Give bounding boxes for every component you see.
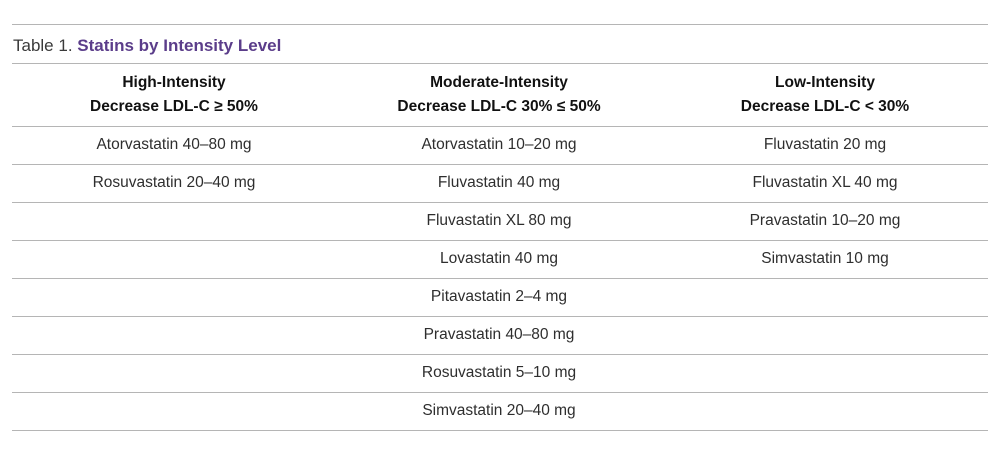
table-cell: Pitavastatin 2–4 mg: [336, 278, 662, 317]
statin-table-container: Table 1. Statins by Intensity Level High…: [12, 24, 988, 431]
table-cell: [12, 240, 336, 279]
table-cell: [662, 278, 988, 317]
column-criterion: Decrease LDL-C < 30%: [740, 97, 910, 115]
table-cell: Rosuvastatin 5–10 mg: [336, 354, 662, 393]
table-row: Simvastatin 20–40 mg: [12, 392, 988, 431]
table-row: Rosuvastatin 5–10 mg: [12, 354, 988, 393]
table-cell: Fluvastatin XL 80 mg: [336, 202, 662, 241]
table-cell: Fluvastatin 20 mg: [662, 126, 988, 165]
column-header-low: Low-Intensity Decrease LDL-C < 30%: [662, 64, 988, 127]
table-cell: [12, 316, 336, 355]
column-name: Moderate-Intensity: [430, 73, 568, 91]
table-cell: Pravastatin 40–80 mg: [336, 316, 662, 355]
table-cell: [662, 316, 988, 355]
table-cell: Simvastatin 20–40 mg: [336, 392, 662, 431]
column-header-moderate: Moderate-Intensity Decrease LDL-C 30% ≤ …: [336, 64, 662, 127]
table-row: Lovastatin 40 mg Simvastatin 10 mg: [12, 240, 988, 279]
table-cell: Atorvastatin 10–20 mg: [336, 126, 662, 165]
caption-prefix: Table 1.: [13, 36, 78, 55]
table-row: Atorvastatin 40–80 mg Atorvastatin 10–20…: [12, 126, 988, 165]
table-cell: Simvastatin 10 mg: [662, 240, 988, 279]
column-criterion: Decrease LDL-C ≥ 50%: [90, 97, 258, 115]
table-cell: [662, 354, 988, 393]
table-cell: Pravastatin 10–20 mg: [662, 202, 988, 241]
column-criterion: Decrease LDL-C 30% ≤ 50%: [397, 97, 601, 115]
table-cell: Fluvastatin XL 40 mg: [662, 164, 988, 203]
table-row: Pitavastatin 2–4 mg: [12, 278, 988, 317]
table-cell: Fluvastatin 40 mg: [336, 164, 662, 203]
table-row: Pravastatin 40–80 mg: [12, 316, 988, 355]
table-row: Fluvastatin XL 80 mg Pravastatin 10–20 m…: [12, 202, 988, 241]
table-cell: Atorvastatin 40–80 mg: [12, 126, 336, 165]
table-cell: [12, 392, 336, 431]
column-name: High-Intensity: [122, 73, 226, 91]
table-cell: [12, 354, 336, 393]
statin-table: High-Intensity Decrease LDL-C ≥ 50% Mode…: [12, 64, 988, 431]
table-cell: [12, 278, 336, 317]
table-cell: Lovastatin 40 mg: [336, 240, 662, 279]
column-header-high: High-Intensity Decrease LDL-C ≥ 50%: [12, 64, 336, 127]
table-cell: Rosuvastatin 20–40 mg: [12, 164, 336, 203]
table-row: Rosuvastatin 20–40 mg Fluvastatin 40 mg …: [12, 164, 988, 203]
table-cell: [12, 202, 336, 241]
top-rule: [12, 24, 988, 25]
header-row: High-Intensity Decrease LDL-C ≥ 50% Mode…: [12, 64, 988, 127]
column-name: Low-Intensity: [775, 73, 875, 91]
table-caption: Table 1. Statins by Intensity Level: [12, 25, 988, 64]
table-cell: [662, 392, 988, 431]
caption-title: Statins by Intensity Level: [77, 36, 282, 55]
